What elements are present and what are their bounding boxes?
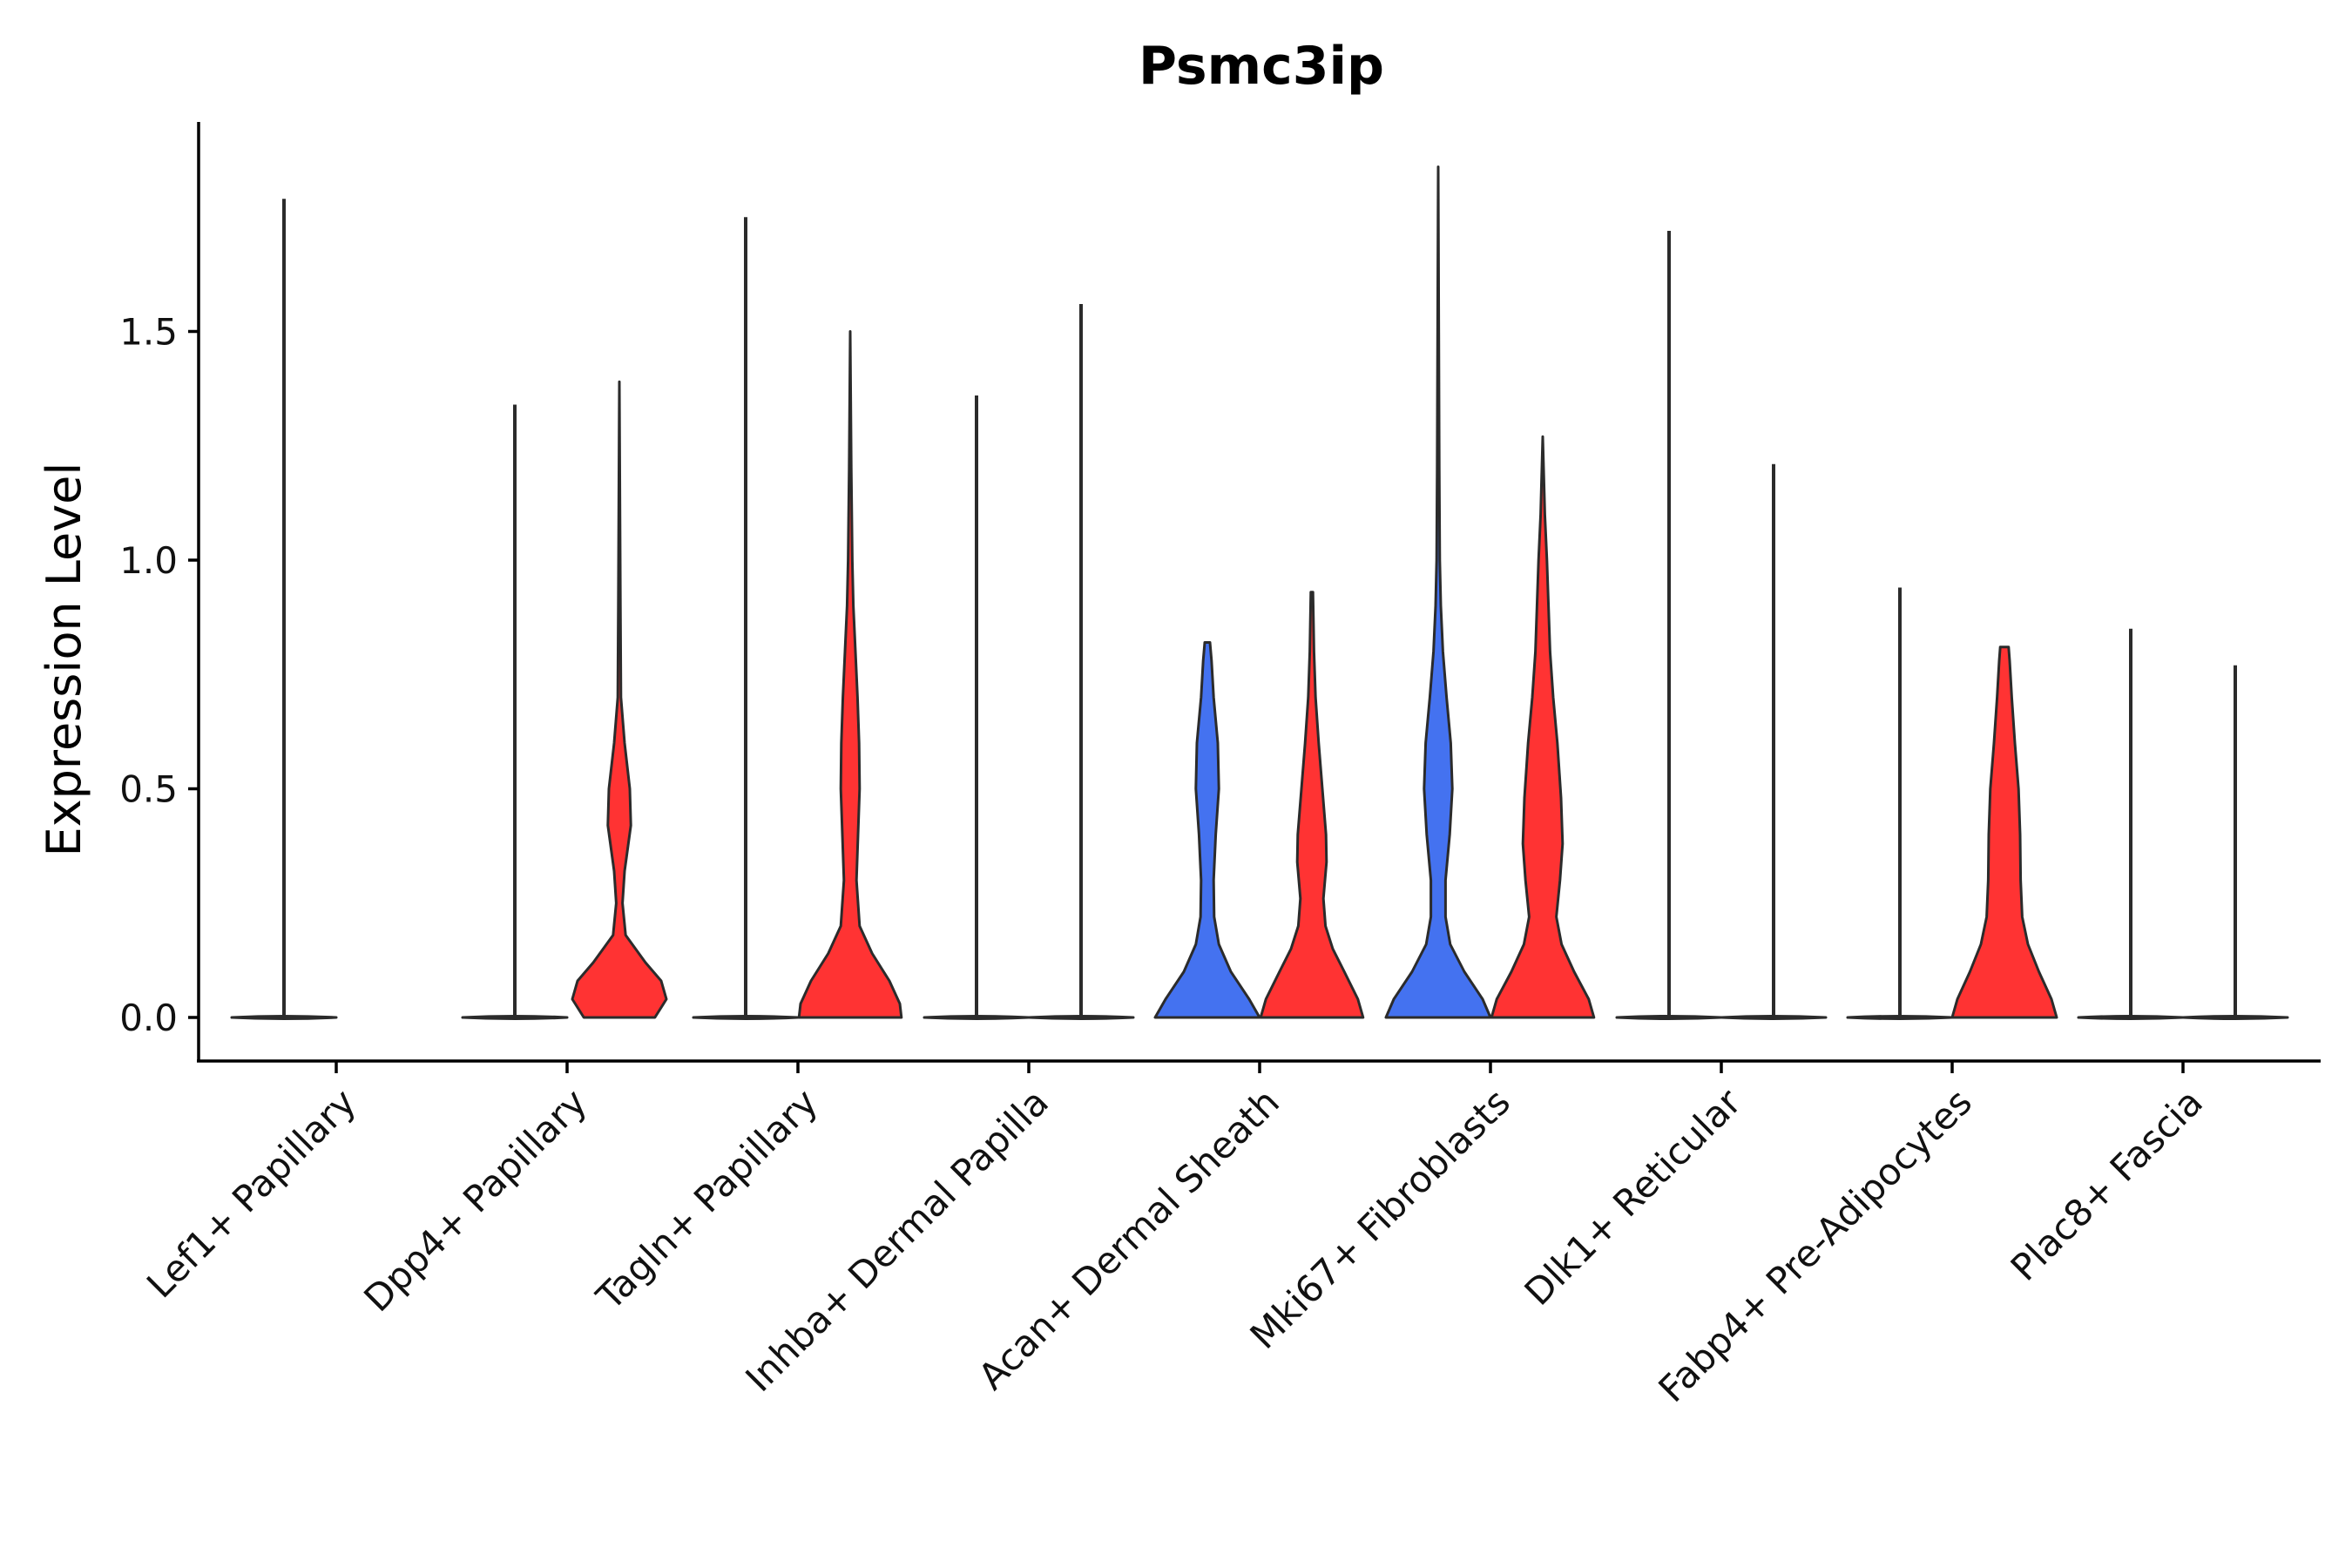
violin-inhba-dermal-papilla-left: [923, 395, 1031, 1020]
violin-body: [571, 380, 668, 1019]
x-tick-label: Dpp4+ Papillary: [355, 1080, 595, 1320]
violin-lef1-papillary-left: [230, 199, 338, 1020]
violin-tagln-papillary-right: [797, 330, 903, 1019]
violin-mki67-fibroblasts-left: [1384, 166, 1492, 1019]
y-axis-label: Expression Level: [37, 463, 91, 857]
violin-base: [2077, 1015, 2185, 1020]
violin-body: [797, 330, 903, 1019]
violin-acan-dermal-sheath-right: [1259, 591, 1365, 1019]
x-tick-label: Lef1+ Papillary: [139, 1080, 364, 1306]
y-axis-ticks: 0.0 0.5 1.0 1.5: [119, 311, 199, 1039]
violin-fabp4-pre-adipocytes-right: [1950, 645, 2058, 1019]
violin-acan-dermal-sheath-left: [1153, 641, 1261, 1019]
violin-dlk1-reticular-right: [1720, 463, 1828, 1020]
violin-dpp4-papillary-right: [571, 380, 668, 1019]
violin-base: [692, 1015, 800, 1020]
violin-body: [1950, 645, 2058, 1019]
violin-base: [1027, 1015, 1135, 1020]
x-tick-label: Dlk1+ Reticular: [1517, 1080, 1750, 1314]
violin-dpp4-papillary-left: [461, 404, 569, 1020]
x-tick-label: Mki67+ Fibroblasts: [1242, 1080, 1518, 1356]
violin-base: [1615, 1015, 1723, 1020]
y-tick-label: 1.5: [119, 311, 178, 354]
violin-body: [1384, 166, 1492, 1019]
y-tick-label: 0.0: [119, 997, 178, 1039]
violin-base: [230, 1015, 338, 1020]
violin-base: [2181, 1015, 2289, 1020]
violin-plac8-fascia-left: [2077, 628, 2185, 1020]
violin-body: [1259, 591, 1365, 1019]
violin-base: [1846, 1015, 1954, 1020]
violin-base: [1720, 1015, 1828, 1020]
violin-base: [923, 1015, 1031, 1020]
plot-area: [230, 166, 2289, 1020]
violin-base: [461, 1015, 569, 1020]
violin-body: [1490, 435, 1596, 1019]
y-tick-label: 0.5: [119, 768, 178, 811]
violin-fabp4-pre-adipocytes-left: [1846, 587, 1954, 1020]
x-tick-label: Plac8+ Fascia: [2003, 1080, 2211, 1288]
violin-plac8-fascia-right: [2181, 665, 2289, 1020]
x-tick-label: Tagln+ Papillary: [588, 1080, 826, 1318]
chart-title: Psmc3ip: [1139, 36, 1384, 97]
violin-mki67-fibroblasts-right: [1490, 435, 1596, 1019]
violin-dlk1-reticular-left: [1615, 231, 1723, 1020]
violin-body: [1153, 641, 1261, 1019]
y-tick-label: 1.0: [119, 539, 178, 582]
violin-tagln-papillary-left: [692, 217, 800, 1020]
violin-inhba-dermal-papilla-right: [1027, 304, 1135, 1020]
